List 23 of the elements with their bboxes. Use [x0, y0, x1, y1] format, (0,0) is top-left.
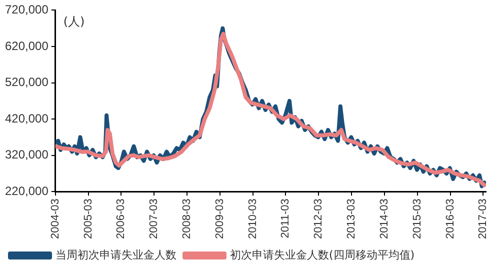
x-tick-label: 2010-03 — [246, 198, 259, 240]
x-tick-label: 2012-03 — [312, 198, 325, 240]
x-tick-label: 2017-03 — [477, 198, 490, 240]
x-tick-label: 2004-03 — [49, 198, 62, 240]
x-tick-label: 2011-03 — [280, 198, 292, 238]
y-tick-label: 220,000 — [4, 184, 49, 198]
y-tick-label: 320,000 — [4, 148, 49, 162]
x-tick-label: 2014-03 — [378, 198, 390, 240]
legend-label: 当周初次申请失业金人数 — [56, 248, 176, 262]
x-tick-label: 2005-03 — [82, 198, 94, 240]
x-tick-label: 2013-03 — [346, 198, 358, 240]
x-tick-label: 2016-03 — [444, 198, 456, 240]
x-tick-label: 2006-03 — [115, 198, 128, 240]
x-tick-label: 2007-03 — [148, 198, 160, 240]
y-tick-label: 420,000 — [4, 111, 49, 126]
y-tick-label: 520,000 — [4, 75, 49, 90]
x-tick-label: 2009-03 — [214, 198, 226, 240]
x-tick-label: 2015-03 — [411, 198, 424, 240]
x-tick-label: 2008-03 — [181, 198, 194, 240]
legend-label: 初次申请失业金人数(四周移动平均值) — [230, 248, 415, 262]
y-tick-label: 620,000 — [4, 38, 49, 53]
y-axis-title: (人) — [63, 14, 85, 28]
y-tick-label: 720,000 — [4, 2, 49, 17]
